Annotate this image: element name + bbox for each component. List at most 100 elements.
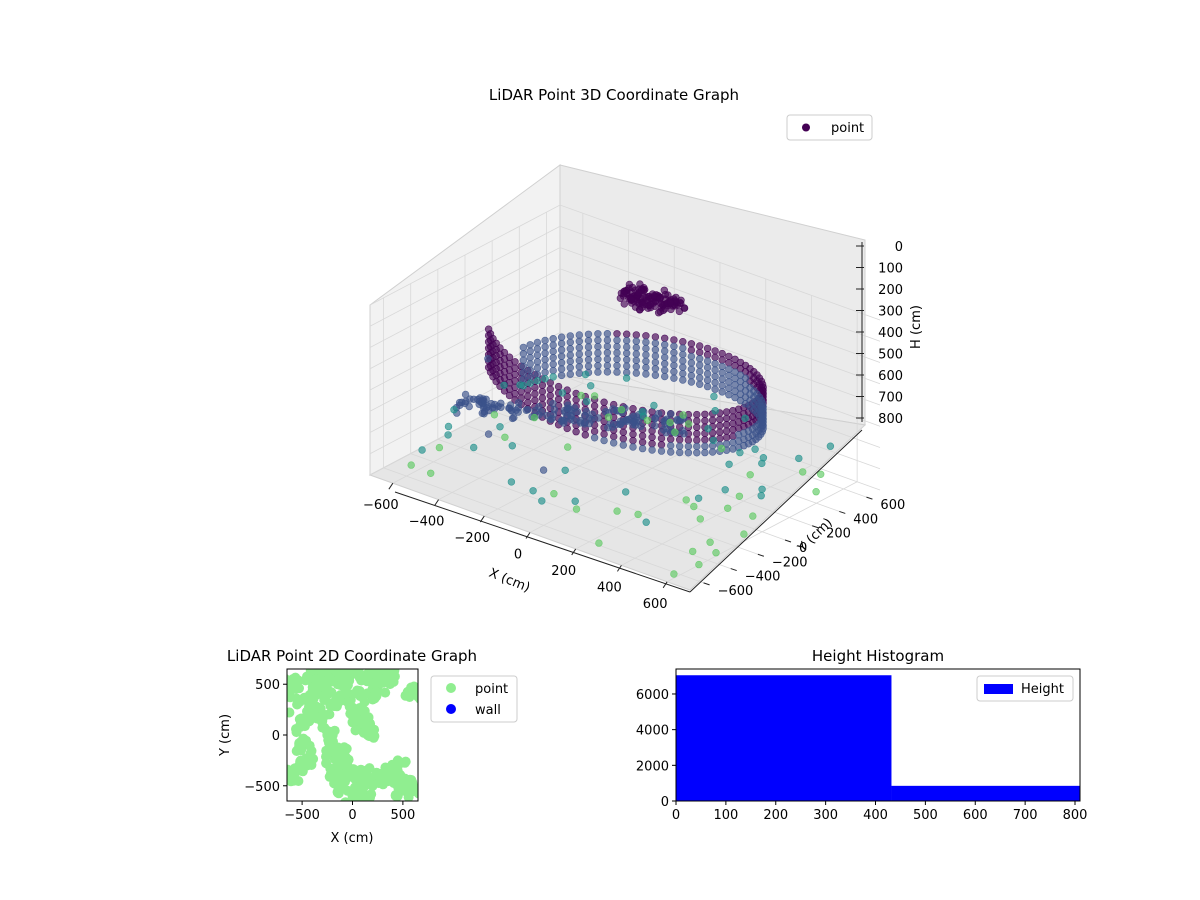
chart-3d: LiDAR Point 3D Coordinate Graph −600−400… xyxy=(363,86,924,612)
point-3d xyxy=(549,373,557,381)
point-3d xyxy=(632,363,640,371)
point-3d xyxy=(609,432,618,441)
x-tick-label-2d: 0 xyxy=(348,808,356,823)
point-3d xyxy=(557,346,566,354)
point-3d xyxy=(718,356,726,364)
point-3d xyxy=(566,332,574,340)
point-3d xyxy=(629,443,637,451)
point-3d xyxy=(522,406,530,414)
point-3d xyxy=(675,307,684,316)
point-3d xyxy=(538,394,547,402)
point-3d xyxy=(722,433,731,442)
x-tick-label-hist: 600 xyxy=(963,808,988,823)
point-3d xyxy=(613,355,621,363)
point-3d xyxy=(603,423,612,432)
point-3d xyxy=(524,392,532,400)
point-2d xyxy=(360,780,370,791)
point-2d xyxy=(342,697,353,707)
y-axis-label-2d: Y (cm) xyxy=(218,714,233,757)
point-3d xyxy=(628,420,637,429)
point-3d xyxy=(660,366,669,374)
y-tick-label-hist: 0 xyxy=(661,795,669,810)
x-tick-label-3d: −200 xyxy=(454,531,490,546)
point-3d xyxy=(680,430,688,438)
point-3d xyxy=(708,416,717,424)
ticks-2d: −500 0 500 −500 0 500 xyxy=(244,678,415,823)
point-3d xyxy=(619,441,627,449)
y-tick-label-3d: 200 xyxy=(826,527,851,542)
point-3d xyxy=(708,448,717,456)
legend-2d: point wall xyxy=(430,675,518,723)
point-3d xyxy=(444,422,453,431)
point-2d xyxy=(389,669,400,676)
point-3d xyxy=(613,342,621,351)
point-3d xyxy=(651,371,660,379)
point-3d xyxy=(585,419,593,428)
point-2d xyxy=(341,743,352,754)
point-3d xyxy=(594,342,602,351)
point-3d xyxy=(519,369,528,377)
point-2d xyxy=(326,768,336,779)
point-3d xyxy=(693,410,701,419)
legend-2d-label-point: point xyxy=(475,682,508,697)
point-3d xyxy=(632,350,640,358)
point-3d xyxy=(613,330,621,338)
point-3d xyxy=(687,371,696,380)
point-3d xyxy=(711,379,719,387)
point-3d xyxy=(519,356,528,364)
z-tick-label-3d: 700 xyxy=(878,391,903,406)
point-3d xyxy=(584,349,593,358)
point-2d xyxy=(380,687,391,698)
point-3d xyxy=(575,350,583,358)
point-3d xyxy=(666,448,675,456)
point-3d xyxy=(673,416,681,424)
point-3d xyxy=(497,403,505,411)
point-3d xyxy=(722,421,731,429)
point-3d xyxy=(651,333,660,341)
y-tick-label-2d: −500 xyxy=(244,780,280,795)
point-3d xyxy=(567,411,575,420)
point-3d xyxy=(450,406,458,414)
point-3d xyxy=(622,362,631,370)
point-3d xyxy=(687,359,696,367)
y-axis-line xyxy=(689,429,863,593)
point-3d xyxy=(575,337,583,345)
point-3d xyxy=(613,349,621,357)
point-3d xyxy=(666,410,675,418)
point-3d xyxy=(584,356,593,364)
chart-2d-title: LiDAR Point 2D Coordinate Graph xyxy=(227,647,477,665)
point-2d xyxy=(310,674,321,685)
x-tick-label-3d: −600 xyxy=(363,498,399,513)
point-3d xyxy=(632,337,640,345)
point-3d xyxy=(670,374,678,382)
point-3d xyxy=(684,420,693,428)
point-3d xyxy=(695,560,703,569)
point-3d xyxy=(566,364,574,372)
point-3d xyxy=(549,341,557,349)
point-2d xyxy=(325,676,336,687)
point-3d xyxy=(613,368,621,376)
point-3d xyxy=(563,424,571,433)
point-3d xyxy=(717,444,726,453)
point-2d xyxy=(403,776,414,787)
point-3d xyxy=(609,439,618,447)
points-2d xyxy=(287,669,418,801)
point-3d xyxy=(557,417,566,425)
point-3d xyxy=(684,442,693,451)
point-3d xyxy=(722,414,731,423)
point-3d xyxy=(642,338,650,346)
point-3d xyxy=(632,343,640,352)
point-3d xyxy=(505,391,514,400)
point-3d xyxy=(526,379,534,387)
point-3d xyxy=(812,488,820,496)
point-2d xyxy=(294,683,304,694)
point-3d xyxy=(496,423,504,431)
point-3d xyxy=(703,376,712,384)
point-3d xyxy=(590,392,599,400)
x-axis-label-2d: X (cm) xyxy=(331,831,374,846)
x-tick-label-3d: 400 xyxy=(597,580,622,595)
point-3d xyxy=(638,432,647,440)
point-2d xyxy=(308,712,319,723)
point-2d xyxy=(308,693,319,704)
point-3d xyxy=(604,413,613,421)
